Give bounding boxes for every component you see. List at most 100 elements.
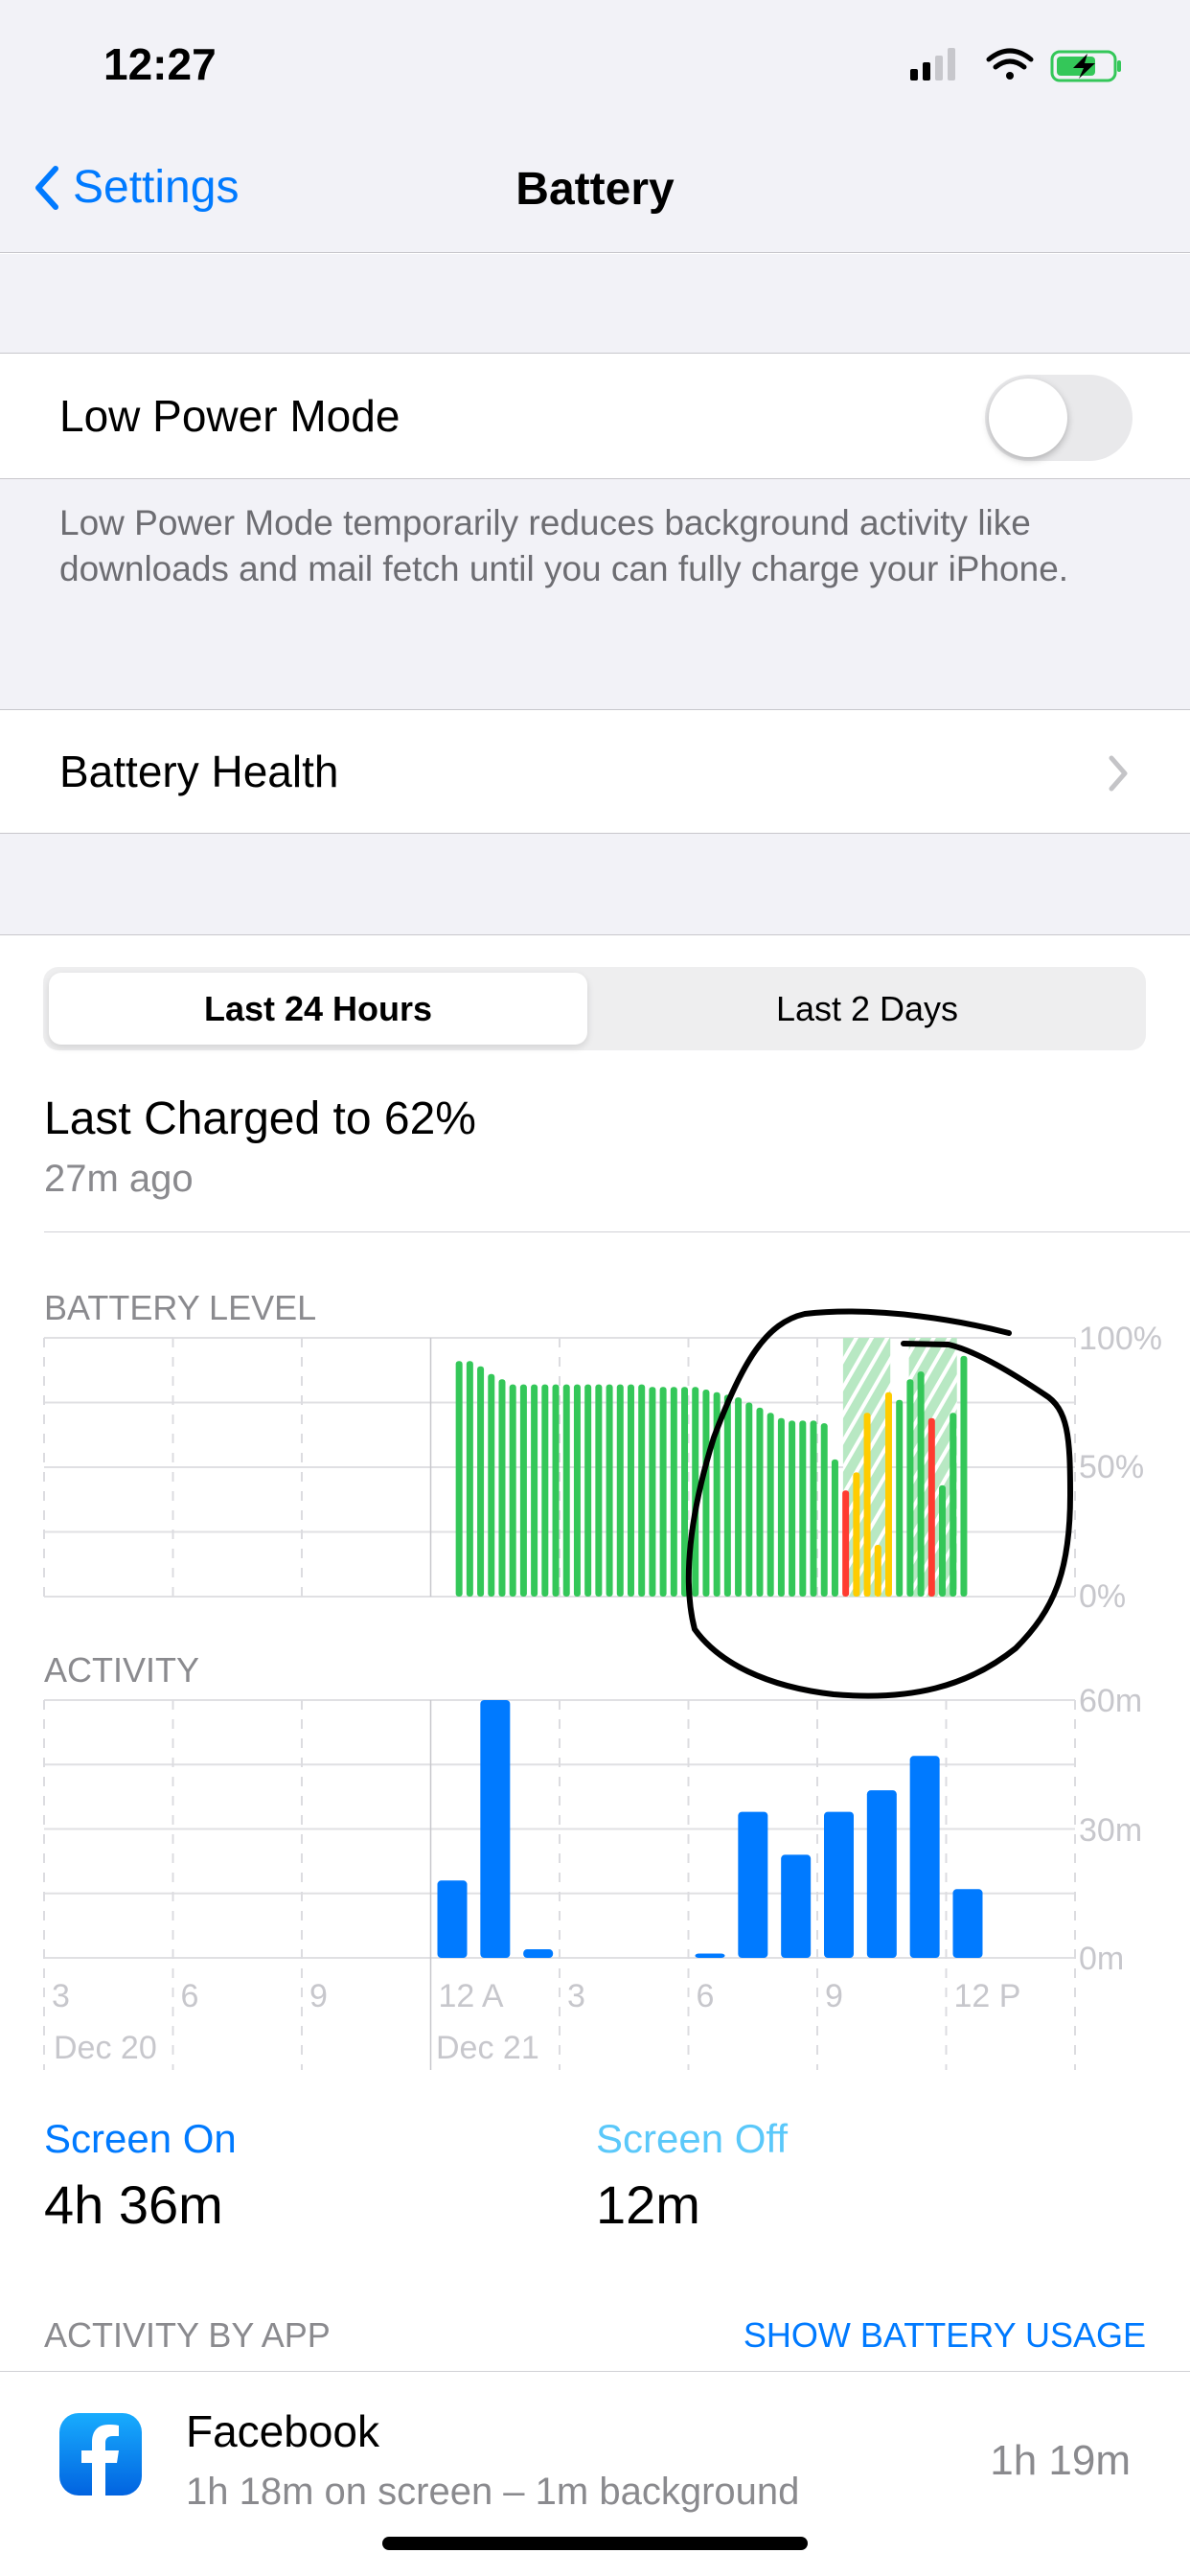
battery-health-row[interactable]: Battery Health	[0, 709, 1190, 834]
battery-bar	[681, 1387, 689, 1597]
battery-bar	[906, 1379, 914, 1597]
activity-bar	[824, 1811, 854, 1958]
battery-bar	[745, 1402, 753, 1597]
battery-bar	[896, 1399, 904, 1597]
battery-bar	[702, 1390, 710, 1597]
back-label: Settings	[73, 162, 240, 213]
activity-bar	[952, 1889, 983, 1958]
last-charged-title: Last Charged to 62%	[44, 1093, 476, 1144]
battery-tick-100: 100%	[1079, 1321, 1162, 1357]
battery-bar	[810, 1420, 817, 1597]
battery-bar	[799, 1420, 807, 1597]
chevron-right-icon	[1109, 755, 1128, 792]
app-detail: 1h 18m on screen – 1m background	[186, 2471, 800, 2513]
battery-bar	[477, 1366, 485, 1597]
chevron-left-icon	[35, 165, 58, 210]
facebook-icon	[59, 2413, 142, 2496]
activity-bar	[480, 1700, 511, 1958]
status-bar	[0, 0, 1190, 153]
activity-bar	[523, 1949, 554, 1958]
low-power-label: Low Power Mode	[59, 391, 400, 441]
tab-last-2-days[interactable]: Last 2 Days	[775, 988, 959, 1028]
status-time: 12:27	[103, 39, 217, 89]
divider	[0, 2371, 1190, 2372]
activity-tick-30: 30m	[1079, 1812, 1142, 1849]
time-range-control: Last 24 Hours Last 2 Days	[43, 967, 1146, 1050]
battery-bar	[584, 1384, 592, 1597]
spacer	[0, 254, 1190, 353]
battery-tick-50: 50%	[1079, 1449, 1144, 1485]
hand-drawn-circle-annotation	[685, 1308, 1074, 1699]
date-label-dec-20: Dec 20	[54, 2030, 157, 2066]
battery-bar	[562, 1384, 570, 1597]
status-icons	[910, 48, 1121, 82]
battery-bar	[960, 1355, 968, 1597]
battery-bar	[853, 1472, 860, 1597]
low-power-toggle[interactable]	[985, 375, 1133, 461]
activity-bar	[909, 1756, 940, 1958]
battery-bar	[842, 1490, 850, 1597]
battery-bar	[917, 1371, 925, 1597]
activity-bar	[781, 1854, 812, 1958]
app-name: Facebook	[186, 2406, 380, 2456]
battery-bar	[573, 1384, 581, 1597]
activity-bar	[866, 1790, 897, 1958]
x-tick-label: 9	[309, 1978, 328, 2014]
activity-bar	[695, 1953, 725, 1958]
battery-bar	[670, 1387, 677, 1597]
battery-charging-icon	[1050, 50, 1121, 82]
battery-bar	[455, 1361, 463, 1597]
battery-health-label: Battery Health	[59, 747, 339, 796]
battery-tick-0: 0%	[1079, 1578, 1126, 1615]
spacer	[0, 834, 1190, 935]
battery-bar	[638, 1384, 646, 1597]
screen-off-value: 12m	[596, 2174, 700, 2235]
x-tick-label: 12 P	[954, 1978, 1021, 2014]
battery-bar	[488, 1373, 495, 1597]
battery-bar	[616, 1384, 624, 1597]
activity-bar	[437, 1880, 468, 1958]
x-tick-label: 9	[825, 1978, 843, 2014]
activity-tick-60: 60m	[1079, 1683, 1142, 1719]
battery-bar	[713, 1392, 721, 1597]
battery-bar	[863, 1413, 871, 1597]
charts: 100% 50% 0% 60m 30m 0m 3 6 9 12 A 3 6 9 12 P De…	[43, 1308, 1162, 2070]
low-power-footer: Low Power Mode temporarily reduces backg…	[59, 503, 1069, 588]
page-title: Battery	[515, 164, 675, 215]
battery-bar	[531, 1384, 538, 1597]
battery-bar	[927, 1417, 935, 1597]
battery-bar	[874, 1545, 881, 1597]
battery-bar	[777, 1417, 785, 1597]
battery-bar	[649, 1387, 656, 1597]
x-tick-label: 3	[52, 1978, 70, 2014]
app-row-facebook[interactable]: Facebook 1h 18m on screen – 1m backgroun…	[0, 2372, 1190, 2544]
battery-bar	[756, 1407, 764, 1597]
battery-bar	[519, 1384, 527, 1597]
home-indicator	[382, 2537, 808, 2550]
battery-bar	[735, 1397, 743, 1597]
battery-bar	[820, 1423, 828, 1597]
x-tick-label: 3	[567, 1978, 585, 2014]
back-button[interactable]: Settings	[34, 161, 239, 214]
activity-title: ACTIVITY	[44, 1650, 200, 1690]
activity-bar	[738, 1811, 768, 1958]
battery-bar	[789, 1420, 796, 1597]
screen-on-label: Screen On	[44, 2116, 237, 2161]
battery-bar	[939, 1484, 947, 1597]
battery-bar	[659, 1387, 667, 1597]
signal-icon	[910, 48, 955, 80]
screen-off-label: Screen Off	[596, 2116, 788, 2161]
low-power-row: Low Power Mode	[0, 353, 1190, 479]
footer-bg	[0, 479, 1190, 709]
toggle-knob	[989, 379, 1067, 457]
battery-bar	[723, 1394, 731, 1597]
x-tick-label: 6	[181, 1978, 199, 2014]
screen-on-value: 4h 36m	[44, 2174, 223, 2235]
nav-bar	[0, 153, 1190, 253]
battery-bar	[541, 1384, 549, 1597]
tab-last-24-hours[interactable]: Last 24 Hours	[49, 973, 587, 1045]
battery-bar	[509, 1384, 516, 1597]
divider	[44, 1231, 1190, 1232]
last-charged-ago: 27m ago	[44, 1158, 194, 1200]
show-battery-usage-button[interactable]: SHOW BATTERY USAGE	[743, 2315, 1146, 2355]
